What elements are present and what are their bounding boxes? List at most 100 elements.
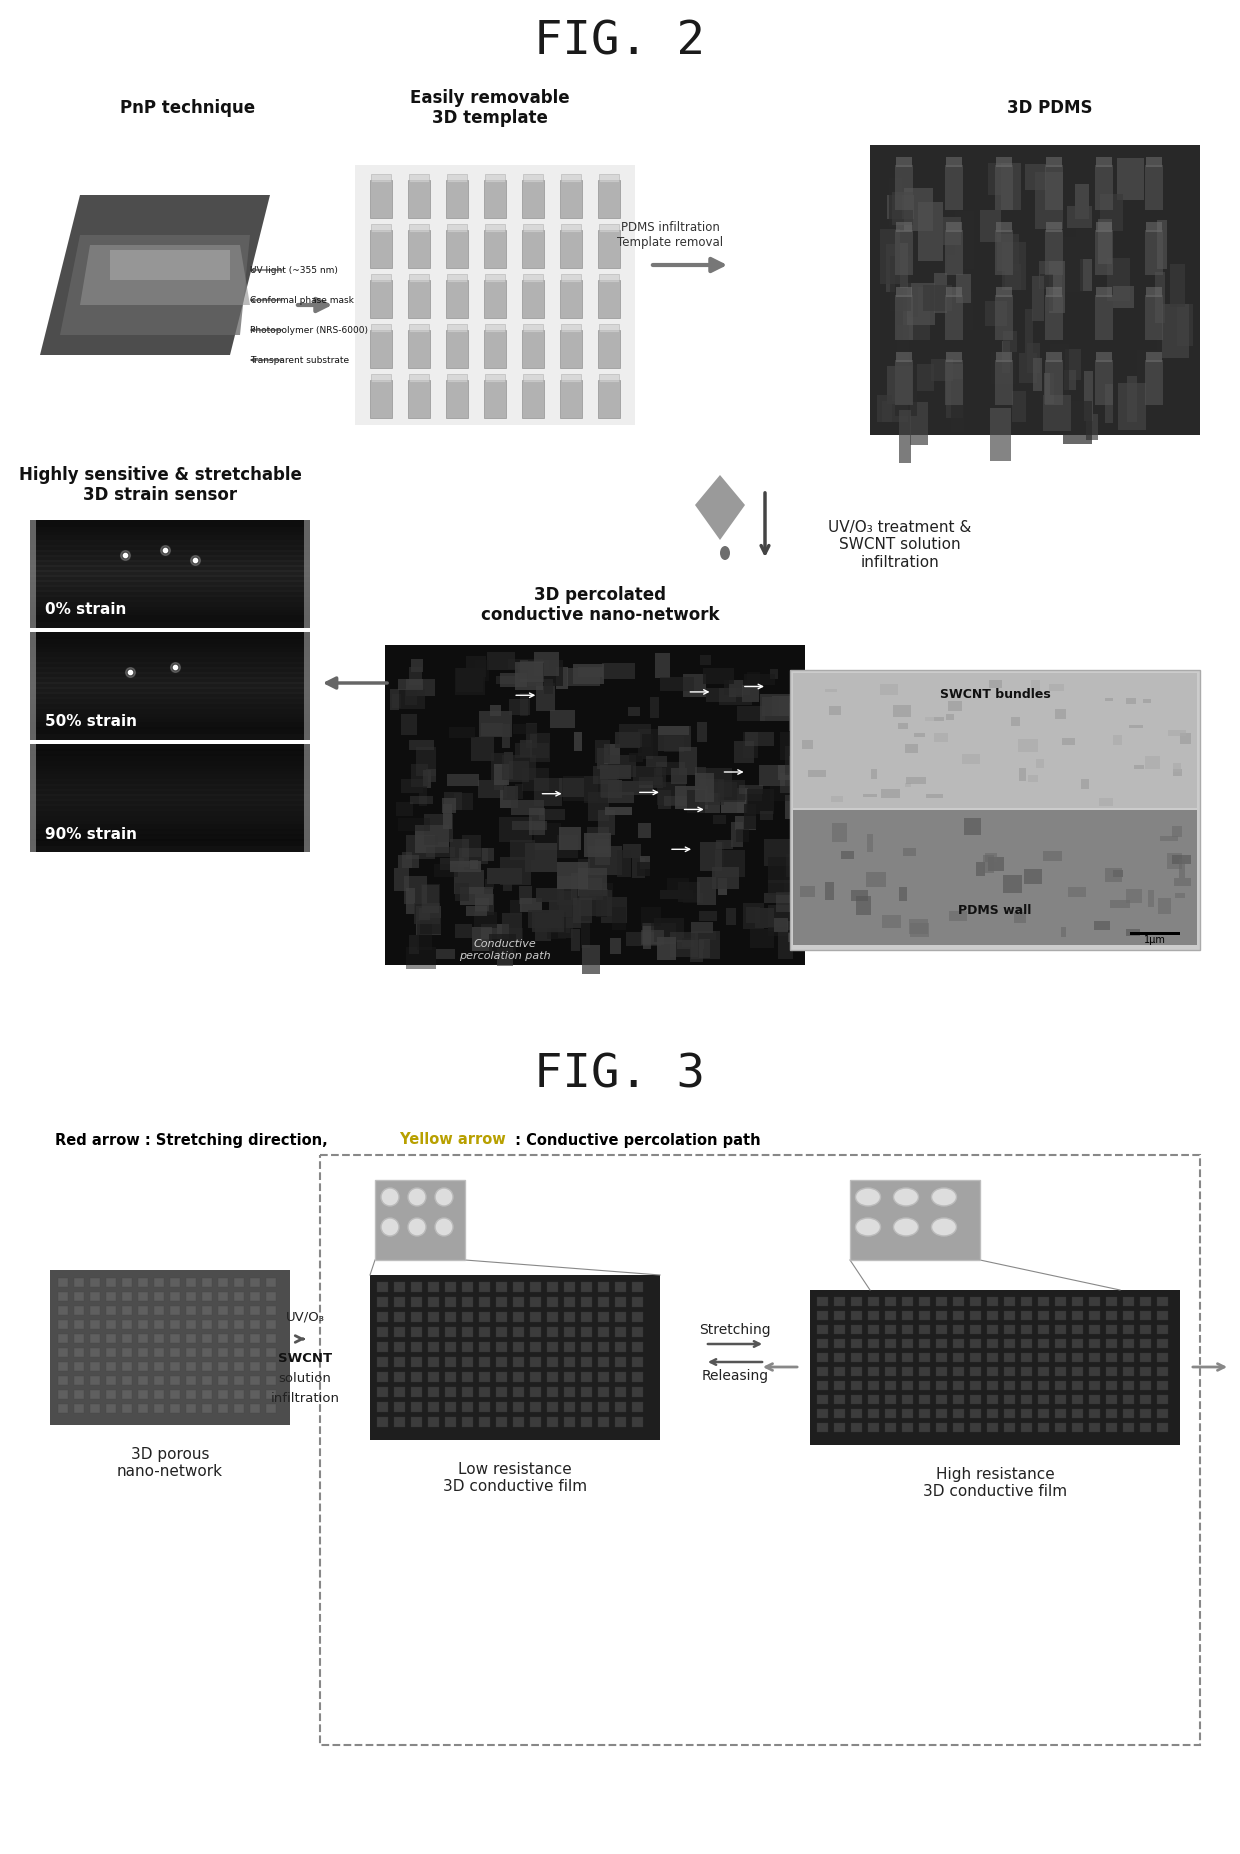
Bar [593, 766, 618, 784]
Bar [304, 743, 310, 853]
Bar [122, 1335, 131, 1342]
Bar [30, 519, 36, 629]
Bar [582, 946, 600, 973]
Bar [30, 677, 310, 684]
Bar [895, 365, 918, 415]
Polygon shape [60, 235, 250, 336]
Bar [304, 519, 310, 629]
Bar [1089, 1366, 1100, 1376]
Bar [768, 881, 797, 895]
Bar [994, 295, 1013, 339]
Bar [154, 1320, 164, 1329]
Bar [1038, 1326, 1049, 1335]
Bar [1021, 1366, 1032, 1376]
Bar [463, 1372, 472, 1381]
Bar [615, 1327, 626, 1337]
Bar [91, 1348, 100, 1357]
Bar [868, 1326, 879, 1335]
Bar [422, 884, 439, 912]
Bar [423, 769, 432, 788]
Bar [267, 1277, 277, 1287]
Bar [914, 732, 925, 736]
Bar [186, 1335, 196, 1342]
Bar [771, 695, 797, 716]
Bar [1006, 263, 1022, 289]
Bar [557, 834, 578, 858]
Bar [653, 768, 666, 786]
Bar [479, 710, 512, 738]
Bar [170, 1390, 180, 1400]
Bar [481, 723, 502, 736]
Bar [30, 749, 310, 756]
Bar [374, 1179, 465, 1261]
Bar [608, 755, 636, 777]
Bar [1055, 1409, 1066, 1418]
Bar [790, 669, 1200, 949]
Bar [724, 680, 750, 695]
Bar [657, 790, 671, 808]
Bar [409, 224, 429, 232]
Bar [832, 823, 847, 842]
Bar [1055, 1298, 1066, 1305]
Bar [30, 671, 310, 679]
Bar [653, 918, 683, 942]
Bar [1158, 897, 1172, 914]
Bar [746, 790, 774, 814]
Bar [1131, 745, 1138, 751]
Bar [154, 1348, 164, 1357]
Bar [30, 697, 310, 705]
Bar [560, 180, 582, 219]
Bar [564, 1327, 575, 1337]
Bar [722, 799, 746, 814]
Bar [419, 908, 429, 920]
Bar [949, 912, 967, 921]
Text: UV/O₃: UV/O₃ [285, 1311, 325, 1324]
Bar [1145, 230, 1163, 274]
Bar [410, 764, 428, 788]
Bar [825, 883, 835, 899]
Bar [563, 775, 598, 801]
Bar [759, 764, 785, 786]
Bar [831, 797, 843, 803]
Bar [945, 165, 963, 210]
Bar [394, 1416, 405, 1428]
Bar [1179, 734, 1190, 743]
Bar [414, 903, 440, 923]
Bar [30, 790, 310, 795]
Bar [445, 1416, 456, 1428]
Bar [30, 743, 310, 751]
Bar [701, 794, 720, 814]
Bar [582, 1372, 591, 1381]
Bar [463, 1342, 472, 1352]
Bar [1106, 1409, 1117, 1418]
Bar [1102, 706, 1111, 712]
Bar [424, 836, 438, 845]
Bar [868, 1353, 879, 1363]
Bar [1073, 1381, 1083, 1390]
Bar [1032, 680, 1040, 692]
Bar [234, 1390, 244, 1400]
Bar [398, 818, 430, 831]
Bar [889, 178, 901, 226]
Bar [508, 658, 543, 669]
Bar [30, 525, 310, 532]
Bar [496, 1313, 507, 1322]
Text: 0% strain: 0% strain [45, 603, 126, 617]
Bar [377, 1402, 388, 1413]
Bar [1177, 304, 1193, 345]
Bar [218, 1390, 228, 1400]
Bar [706, 688, 737, 701]
Bar [851, 1409, 862, 1418]
Bar [987, 1366, 998, 1376]
Bar [170, 1348, 180, 1357]
Bar [1018, 352, 1037, 384]
Bar [1106, 1311, 1117, 1320]
Bar [1157, 1381, 1168, 1390]
Bar [434, 864, 458, 877]
Bar [598, 1402, 609, 1413]
Bar [218, 1292, 228, 1302]
Bar [632, 858, 645, 879]
Bar [482, 847, 494, 860]
Bar [30, 712, 310, 719]
Bar [615, 1313, 626, 1322]
